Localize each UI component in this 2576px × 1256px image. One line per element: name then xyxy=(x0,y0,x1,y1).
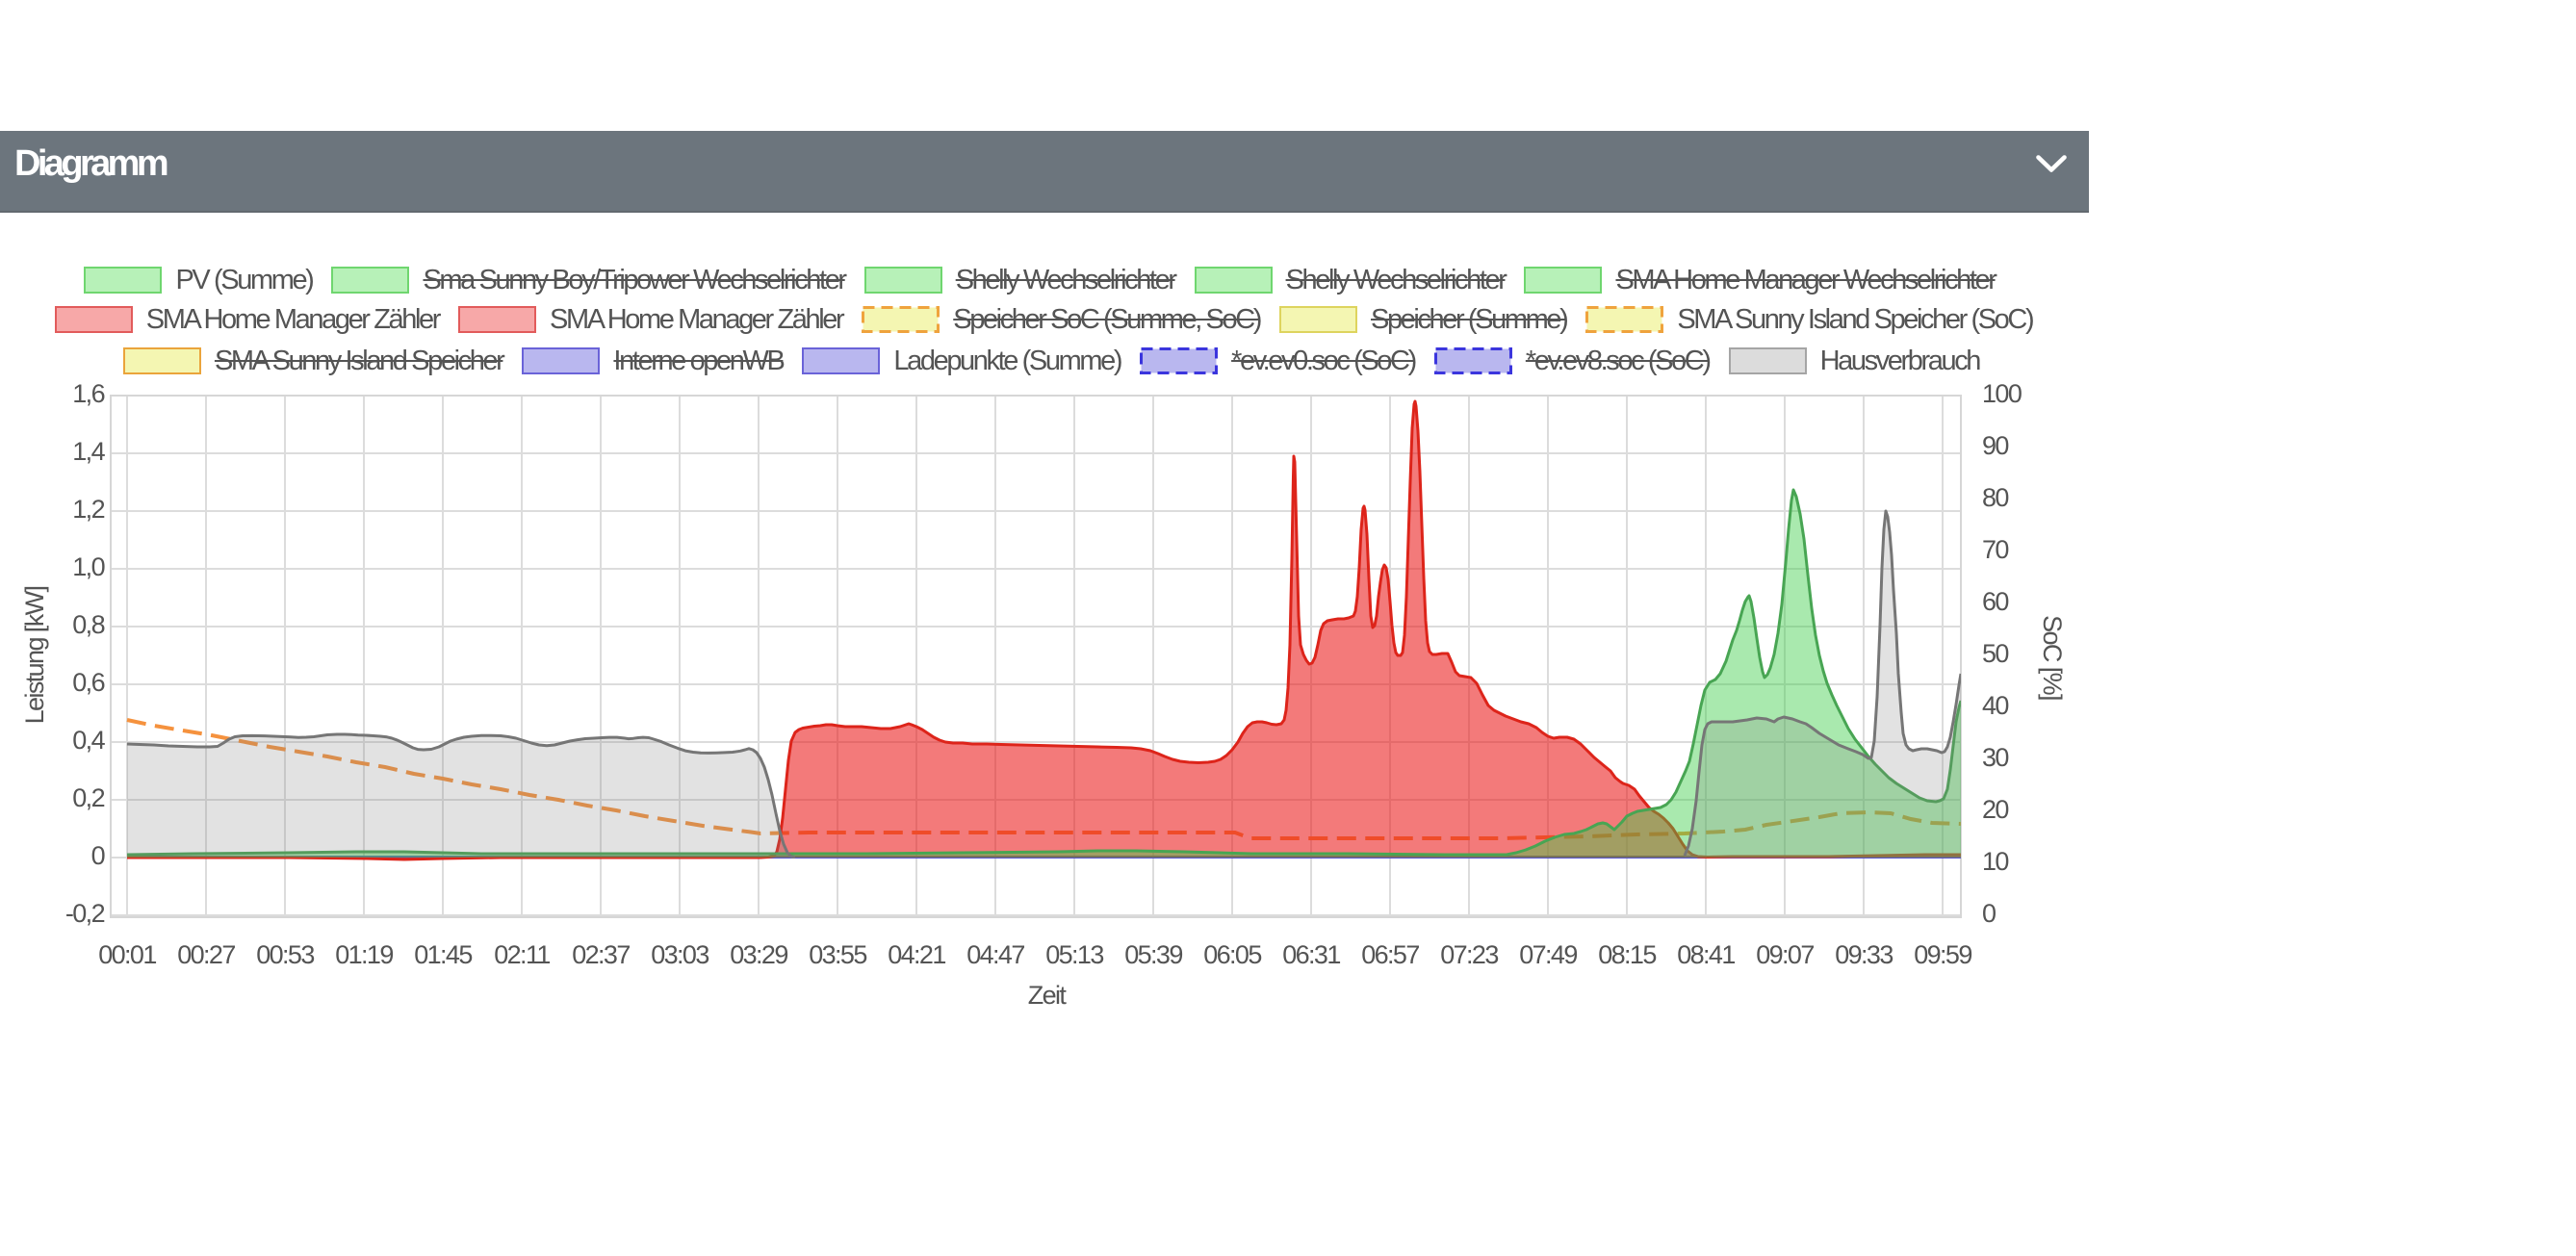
svg-text:09:33: 09:33 xyxy=(1835,940,1893,969)
svg-text:06:05: 06:05 xyxy=(1203,940,1261,969)
svg-text:10: 10 xyxy=(1982,847,2008,876)
svg-text:0,2: 0,2 xyxy=(72,783,104,812)
svg-text:50: 50 xyxy=(1982,639,2008,668)
svg-text:1,4: 1,4 xyxy=(72,437,105,466)
svg-text:00:53: 00:53 xyxy=(256,940,314,969)
svg-text:100: 100 xyxy=(1982,379,2022,408)
svg-text:0,6: 0,6 xyxy=(72,668,104,697)
svg-text:05:13: 05:13 xyxy=(1045,940,1103,969)
svg-text:02:37: 02:37 xyxy=(572,940,630,969)
svg-text:60: 60 xyxy=(1982,587,2008,616)
svg-text:09:59: 09:59 xyxy=(1914,940,1971,969)
svg-text:Leistung [kW]: Leistung [kW] xyxy=(20,587,49,725)
svg-text:06:57: 06:57 xyxy=(1361,940,1419,969)
svg-text:03:55: 03:55 xyxy=(809,940,866,969)
svg-text:04:21: 04:21 xyxy=(888,940,945,969)
svg-text:70: 70 xyxy=(1982,535,2008,564)
svg-text:04:47: 04:47 xyxy=(966,940,1024,969)
svg-text:02:11: 02:11 xyxy=(494,940,550,969)
svg-text:0,4: 0,4 xyxy=(72,726,105,755)
svg-text:09:07: 09:07 xyxy=(1756,940,1814,969)
svg-text:01:19: 01:19 xyxy=(335,940,393,969)
svg-text:05:39: 05:39 xyxy=(1124,940,1182,969)
svg-text:01:45: 01:45 xyxy=(414,940,472,969)
svg-text:0: 0 xyxy=(1982,899,1996,928)
svg-text:30: 30 xyxy=(1982,743,2008,772)
svg-text:08:41: 08:41 xyxy=(1677,940,1735,969)
svg-text:SoC [%]: SoC [%] xyxy=(2038,615,2067,700)
svg-text:00:27: 00:27 xyxy=(177,940,235,969)
svg-text:1,6: 1,6 xyxy=(72,379,104,408)
svg-text:1,0: 1,0 xyxy=(72,552,104,581)
svg-text:03:29: 03:29 xyxy=(730,940,787,969)
svg-text:07:23: 07:23 xyxy=(1440,940,1498,969)
svg-text:90: 90 xyxy=(1982,431,2008,460)
svg-text:0: 0 xyxy=(91,841,105,870)
svg-text:Zeit: Zeit xyxy=(1028,981,1068,1010)
svg-text:40: 40 xyxy=(1982,691,2008,720)
svg-text:06:31: 06:31 xyxy=(1282,940,1340,969)
svg-text:0,8: 0,8 xyxy=(72,610,104,639)
svg-text:20: 20 xyxy=(1982,795,2008,824)
svg-text:08:15: 08:15 xyxy=(1598,940,1656,969)
svg-text:03:03: 03:03 xyxy=(651,940,708,969)
svg-text:80: 80 xyxy=(1982,483,2008,512)
svg-text:-0,2: -0,2 xyxy=(65,899,105,928)
svg-text:1,2: 1,2 xyxy=(72,495,104,524)
svg-text:07:49: 07:49 xyxy=(1519,940,1577,969)
svg-text:00:01: 00:01 xyxy=(98,940,156,969)
